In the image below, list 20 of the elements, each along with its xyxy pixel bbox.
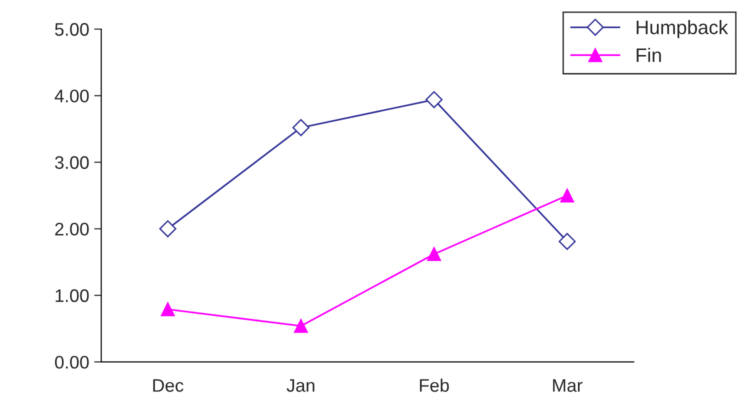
point bbox=[159, 220, 176, 238]
point bbox=[426, 91, 443, 108]
x-tick-label: Dec bbox=[153, 379, 184, 392]
point bbox=[558, 232, 576, 250]
y-tick-label: 1.00 bbox=[56, 289, 89, 302]
point bbox=[427, 247, 442, 262]
x-tick-label: Jan bbox=[286, 379, 314, 392]
legend-label: Fin bbox=[636, 48, 661, 62]
point bbox=[292, 119, 310, 136]
x-tick-label: Feb bbox=[420, 378, 449, 392]
point bbox=[560, 188, 574, 202]
x-tick-label: Mar bbox=[553, 379, 582, 392]
point bbox=[160, 302, 175, 316]
y-tick-label: 3.00 bbox=[54, 156, 89, 169]
y-tick-label: 2.00 bbox=[55, 222, 89, 236]
legend-label: Humpback bbox=[636, 20, 728, 38]
y-tick-label: 4.00 bbox=[54, 90, 89, 102]
point bbox=[294, 319, 308, 333]
y-tick-label: 0.00 bbox=[55, 356, 89, 369]
y-tick-label: 5.00 bbox=[55, 23, 89, 36]
